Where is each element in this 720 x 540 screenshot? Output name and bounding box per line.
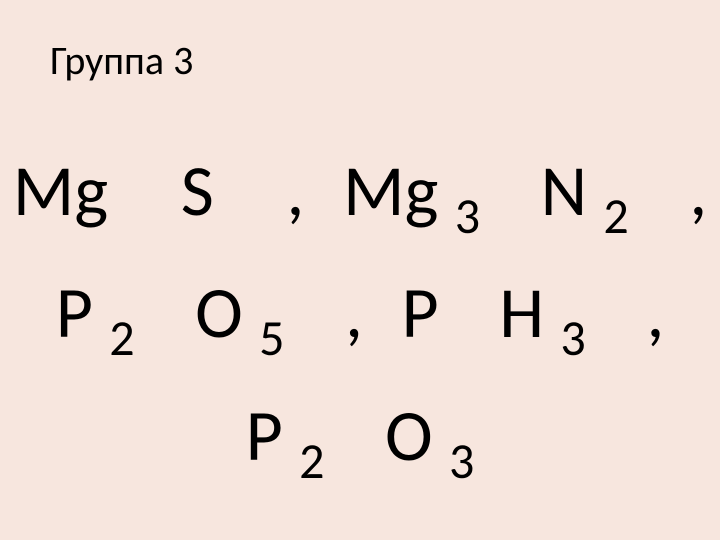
formula-line-3: P 2 O 3: [0, 375, 720, 497]
subscript: 2: [109, 308, 134, 369]
subscript: 2: [603, 186, 628, 247]
separator: ,: [689, 130, 707, 252]
element-symbol: O: [195, 252, 243, 374]
separator: ,: [646, 252, 664, 374]
subscript: 3: [449, 431, 474, 492]
element-symbol: O: [385, 375, 433, 497]
subscript: 3: [560, 308, 585, 369]
element-symbol: P: [246, 375, 283, 497]
element-symbol: N: [541, 130, 587, 252]
element-symbol: S: [181, 130, 214, 252]
formula-line-1: Mg S , Mg 3 N 2 ,: [0, 130, 720, 252]
separator: ,: [286, 130, 304, 252]
element-symbol: Mg: [343, 130, 438, 252]
subscript: 2: [299, 431, 324, 492]
element-symbol: P: [402, 252, 439, 374]
element-symbol: Mg: [13, 130, 108, 252]
formula-block: Mg S , Mg 3 N 2 , P 2 O 5 , P H 3 , P 2 …: [0, 130, 720, 497]
element-symbol: P: [56, 252, 93, 374]
formula-line-2: P 2 O 5 , P H 3 ,: [0, 252, 720, 374]
element-symbol: H: [499, 252, 544, 374]
subscript: 5: [259, 308, 284, 369]
subscript: 3: [455, 186, 480, 247]
separator: ,: [345, 252, 363, 374]
slide-title: Группа 3: [50, 36, 193, 85]
